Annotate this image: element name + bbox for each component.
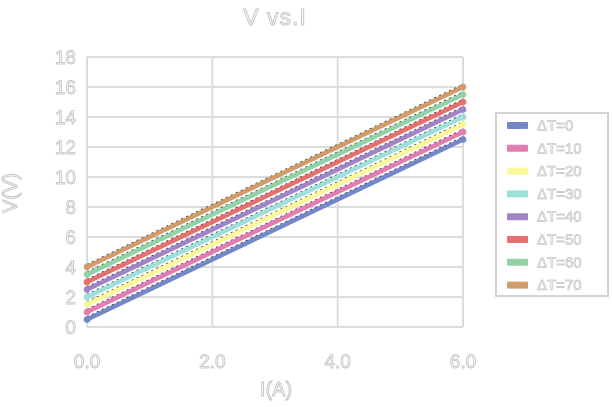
series-line (84, 137, 466, 322)
trendline (86, 91, 464, 273)
data-point-marker (83, 278, 91, 286)
series-line (84, 122, 466, 307)
trendline (86, 98, 464, 280)
data-point-marker (83, 301, 91, 308)
y-tick-label: 10 (55, 168, 76, 189)
x-axis-title: I(A) (260, 379, 292, 401)
series-line (84, 84, 466, 270)
legend-swatch (507, 167, 528, 175)
trendline (86, 113, 464, 295)
y-tick-label: 18 (55, 48, 76, 69)
legend-swatch (507, 258, 528, 266)
data-point-marker (459, 83, 467, 91)
data-point-marker (459, 121, 467, 128)
data-point-marker (83, 271, 91, 278)
legend-swatch (507, 213, 528, 221)
legend-swatch (507, 236, 528, 243)
data-point-marker (83, 293, 91, 301)
series-line (84, 107, 466, 292)
series-line (84, 129, 466, 315)
y-tick-label: 12 (55, 138, 76, 159)
legend-label: ΔT=0 (537, 118, 573, 135)
x-tick-label: 6.0 (450, 352, 476, 373)
y-axis-title: V(V) (0, 173, 22, 213)
chart-title: V vs.I (243, 4, 307, 30)
trendline (86, 106, 464, 288)
data-point-marker (83, 263, 91, 271)
legend-swatch (507, 144, 528, 152)
data-point-marker (459, 91, 467, 98)
trendline (86, 121, 464, 303)
legend-label: ΔT=70 (537, 277, 582, 294)
legend: ΔT=0 ΔT=10 ΔT=20 ΔT=30 ΔT=40 ΔT=50 ΔT=60 ΔT=70 (495, 112, 609, 297)
data-point-marker (459, 136, 467, 143)
series-line (84, 92, 466, 277)
series-lines (83, 83, 467, 323)
data-point-marker (459, 106, 467, 113)
legend-label: ΔT=40 (537, 209, 582, 226)
data-point-marker (459, 113, 467, 121)
legend-swatch (507, 281, 528, 289)
data-point-marker (459, 128, 467, 136)
x-tick-label: 2.0 (199, 352, 225, 373)
legend-swatch (507, 122, 528, 129)
x-tick-label: 0.0 (74, 352, 100, 373)
trendline (86, 136, 464, 318)
y-tick-label: 6 (65, 228, 76, 249)
trendline (86, 83, 464, 265)
data-point-marker (83, 308, 91, 316)
y-tick-label: 8 (65, 198, 76, 219)
series-line (84, 114, 466, 300)
legend-label: ΔT=50 (537, 232, 582, 249)
data-point-marker (83, 286, 91, 293)
data-point-marker (459, 98, 467, 106)
series-line (84, 99, 466, 285)
legend-swatch (507, 190, 528, 198)
legend-label: ΔT=60 (537, 254, 582, 271)
y-tick-label: 2 (65, 288, 76, 309)
legend-label: ΔT=30 (537, 186, 582, 203)
trendline (86, 128, 464, 310)
legend-label: ΔT=10 (537, 140, 582, 157)
legend-label: ΔT=20 (537, 163, 582, 180)
y-tick-label: 0 (65, 318, 76, 339)
data-point-marker (83, 316, 91, 323)
y-tick-label: 14 (55, 108, 77, 129)
tick-labels: 0 2 4 6 8 10 12 14 16 18 0.0 2.0 4.0 6.0 (54, 48, 476, 374)
x-tick-label: 4.0 (324, 352, 350, 373)
y-tick-label: 4 (65, 258, 76, 279)
y-tick-label: 16 (55, 78, 76, 99)
